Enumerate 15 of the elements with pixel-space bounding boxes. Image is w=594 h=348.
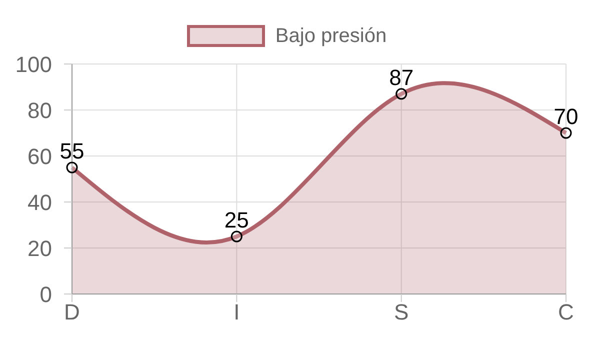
data-label: 70 <box>554 104 578 129</box>
x-tick-label: C <box>558 300 574 325</box>
x-tick-label: I <box>234 300 240 325</box>
y-tick-label: 60 <box>28 144 52 169</box>
data-label: 87 <box>389 64 414 90</box>
y-tick-label: 40 <box>28 190 52 215</box>
legend-label: Bajo presión <box>275 24 387 48</box>
data-label: 55 <box>60 138 84 164</box>
data-label: 25 <box>224 208 249 232</box>
x-tick-label: D <box>64 300 80 325</box>
y-tick-label: 80 <box>28 98 52 123</box>
x-tick-label: S <box>394 300 409 325</box>
y-tick-label: 0 <box>40 282 52 307</box>
y-tick-label: 100 <box>15 52 52 77</box>
y-tick-label: 20 <box>28 236 52 261</box>
